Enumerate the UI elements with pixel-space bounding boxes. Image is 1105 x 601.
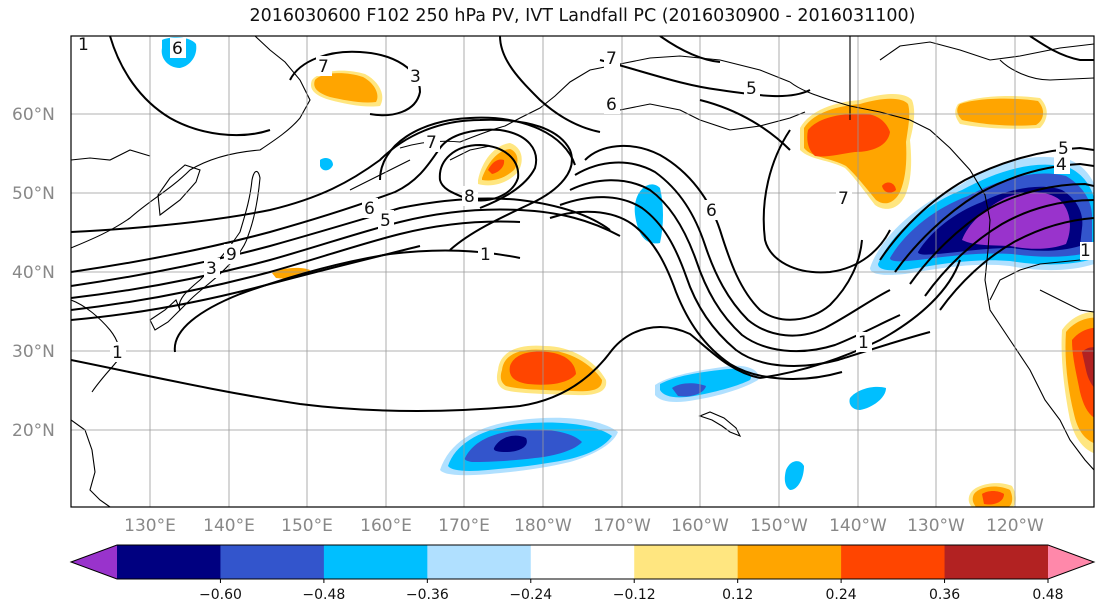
colorbar-tick-label: −0.36 — [406, 587, 449, 601]
contour-label: 5 — [746, 79, 757, 99]
colorbar-extend-low — [71, 545, 117, 579]
lon-label: 170°W — [593, 516, 651, 536]
lon-label: 130°W — [907, 516, 965, 536]
lon-label: 120°W — [986, 516, 1044, 536]
contour-label: 5 — [1058, 139, 1069, 159]
colorbar-tick-label: 0.24 — [826, 587, 857, 601]
contour-label: 6 — [606, 95, 617, 115]
colorbar-outline — [69, 544, 1096, 580]
negative-anomaly-ne-pacific — [870, 156, 1094, 275]
contour-label: 6 — [364, 199, 375, 219]
latitude-labels: 60°N 50°N 40°N 30°N 20°N — [12, 105, 55, 441]
colorbar-tick-label: −0.24 — [509, 587, 552, 601]
contour-label: 5 — [380, 211, 391, 231]
contour-label: 1 — [78, 35, 89, 55]
colorbar-swatch — [634, 545, 739, 579]
lon-label: 150°E — [281, 516, 333, 536]
contour-label: 1 — [112, 343, 123, 363]
colorbar-swatch — [220, 545, 325, 579]
colorbar-swatch — [841, 545, 946, 579]
contour-label: 3 — [410, 67, 421, 87]
lon-label: 140°E — [203, 516, 255, 536]
lon-label: 160°E — [360, 516, 412, 536]
map-frame — [70, 35, 1095, 508]
lon-label: 170°E — [438, 516, 490, 536]
contour-label: 9 — [226, 245, 237, 265]
contour-label: 7 — [426, 133, 437, 153]
positive-anomaly-baja — [968, 311, 1094, 507]
lon-label: 140°W — [829, 516, 887, 536]
contour-labels: 6 7 3 7 6 5 7 8 6 5 1 3 9 1 — [76, 35, 1094, 363]
lat-label: 20°N — [12, 421, 55, 441]
contour-label: 4 — [1056, 155, 1067, 175]
contour-label: 7 — [606, 49, 617, 69]
contour-label: 8 — [464, 187, 475, 207]
colorbar-tick-label: −0.48 — [302, 587, 345, 601]
colorbar-tick-label: 0.12 — [722, 587, 753, 601]
colorbar-extend-high — [1048, 545, 1094, 579]
lat-label: 40°N — [12, 263, 55, 283]
contour-label: 1 — [1080, 241, 1091, 261]
colorbar-tick-label: −0.12 — [613, 587, 656, 601]
lat-label: 30°N — [12, 342, 55, 362]
lon-label: 150°W — [750, 516, 808, 536]
positive-anomaly-gulf-of-alaska — [800, 94, 1047, 209]
colorbar-swatch — [323, 545, 428, 579]
colorbar-ticks: −0.60 −0.48 −0.36 −0.24 −0.12 0.12 0.24 0.36 0.4… — [199, 579, 1064, 601]
contour-label: 7 — [838, 189, 849, 209]
lon-label: 160°W — [671, 516, 729, 536]
longitude-labels: 130°E 140°E 150°E 160°E 170°E 180°W 170°… — [124, 516, 1044, 536]
contour-label: 3 — [206, 259, 217, 279]
colorbar-tick-label: 0.36 — [929, 587, 960, 601]
contour-label: 1 — [858, 333, 869, 353]
lat-label: 50°N — [12, 184, 55, 204]
colorbar-swatch — [117, 545, 222, 579]
negative-anomaly-central-pacific — [161, 37, 886, 490]
contour-label: 1 — [480, 245, 491, 265]
contour-label: 7 — [318, 57, 329, 77]
colorbar-tick-label: 0.48 — [1032, 587, 1063, 601]
colorbar-swatch — [737, 545, 842, 579]
lon-label: 130°E — [124, 516, 176, 536]
colorbar-swatch — [427, 545, 532, 579]
lon-label: 180°W — [514, 516, 572, 536]
contour-label: 6 — [706, 201, 717, 221]
positive-anomaly-subtropical — [272, 70, 607, 396]
colorbar — [69, 544, 1096, 580]
map-title: 2016030600 F102 250 hPa PV, IVT Landfall… — [249, 6, 916, 26]
colorbar-tick-label: −0.60 — [199, 587, 242, 601]
contour-label: 6 — [172, 39, 183, 59]
colorbar-swatch — [530, 545, 635, 579]
colorbar-swatch — [944, 545, 1049, 579]
lat-label: 60°N — [12, 105, 55, 125]
